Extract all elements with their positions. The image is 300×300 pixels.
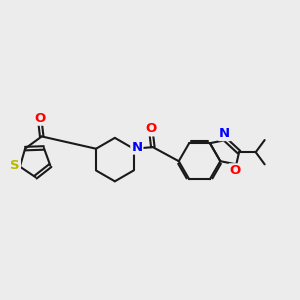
Text: O: O	[230, 164, 241, 177]
Text: S: S	[10, 159, 20, 172]
Text: O: O	[34, 112, 46, 125]
Text: N: N	[131, 141, 142, 154]
Text: N: N	[219, 127, 230, 140]
Text: O: O	[146, 122, 157, 135]
